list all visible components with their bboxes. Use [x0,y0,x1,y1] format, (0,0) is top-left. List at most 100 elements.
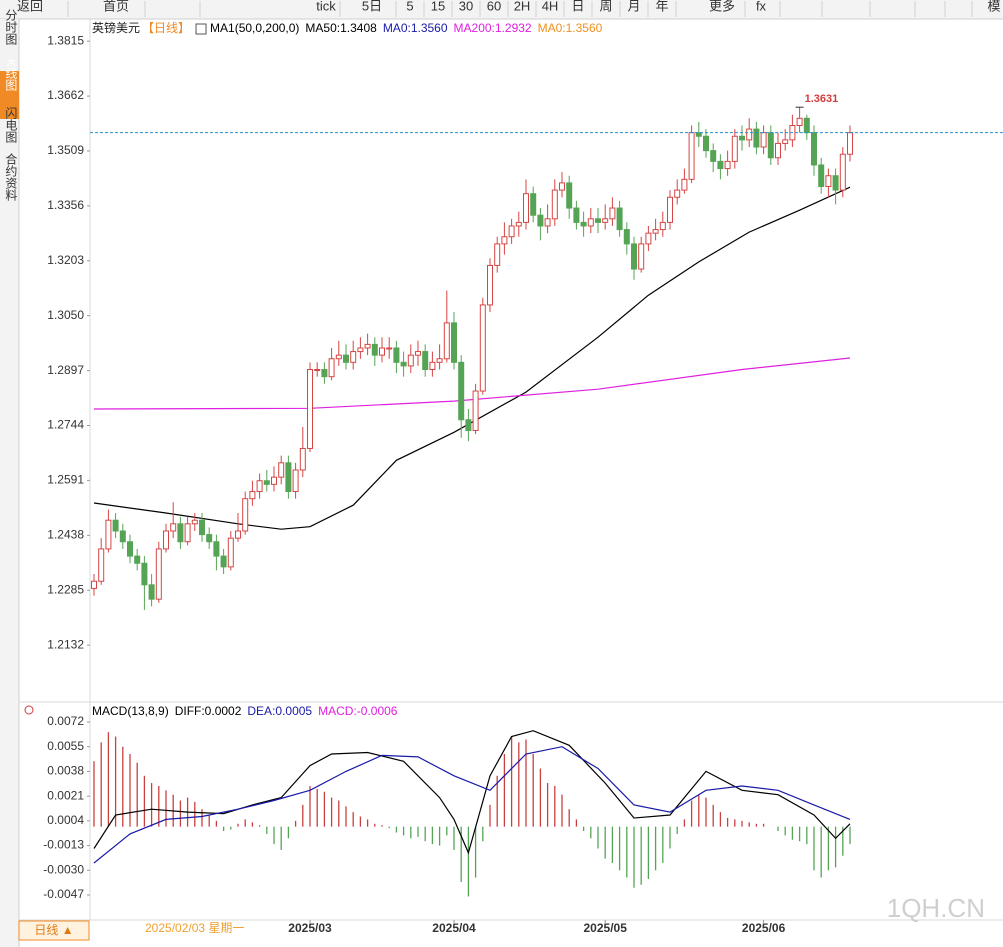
candle-body [566,182,573,209]
candle-body [415,351,421,356]
candle-body [371,343,378,356]
candle-body [623,229,630,245]
sidebar-tab[interactable]: 分时图 [4,9,18,45]
candle-body [472,390,479,432]
y-tick-label: 1.3050 [47,308,84,322]
toolbar-button[interactable]: fx [756,0,767,13]
toolbar-button[interactable]: 模 [987,0,1000,13]
toolbar-button[interactable]: 15 [431,0,445,13]
legend-entry: DEA:0.0005 [247,704,312,718]
settings-icon[interactable] [24,705,34,715]
candle-body [760,132,767,148]
candle-body [631,243,637,270]
toolbar-button[interactable]: 年 [655,0,668,13]
candle-body [407,354,414,367]
candle-body [321,369,328,378]
y-tick-label: 1.2132 [47,637,84,651]
y-tick-label: 1.2438 [47,527,84,541]
high-label: 1.3631 [805,93,839,105]
candle-body [825,175,832,188]
candle-body [638,243,645,270]
candle-body [335,354,342,360]
candle-body [429,361,436,371]
candle-body [278,462,285,478]
y-tick-label: 1.2285 [47,582,84,596]
candle-body [443,322,450,360]
candle-body [220,555,227,568]
toolbar-button[interactable]: 4H [542,0,559,13]
candle-body [559,182,565,191]
candle-body [609,207,616,220]
candle-body [839,153,846,191]
toolbar-button[interactable]: 60 [487,0,501,13]
toolbar-button[interactable]: 更多 [709,0,735,13]
candle-body [479,304,486,392]
candle-body [767,132,774,159]
active-tab [0,71,19,119]
candle-body [695,132,702,137]
legend-entry: DIFF:0.0002 [175,704,242,718]
period-label[interactable]: 日线 ▲ [34,923,73,937]
toolbar [0,0,1003,19]
candle-body [314,369,321,372]
toolbar-button[interactable]: 5日 [362,0,382,13]
candle-body [746,128,753,141]
candle-body [811,132,817,166]
candle-body [739,135,745,141]
candle-body [465,419,472,432]
toolbar-button[interactable]: 月 [627,0,640,13]
candle-body [818,164,825,188]
candle-body [580,221,587,227]
y-tick-label: -0.0013 [43,838,84,852]
toolbar-button[interactable]: tick [316,0,336,13]
toolbar-button[interactable]: 2H [514,0,531,13]
candle-body [458,361,465,421]
crosshair-date: 2025/02/03 星期一 [145,921,244,935]
candle-body [112,519,119,532]
candle-body [616,207,623,231]
candle-body [537,214,544,227]
toolbar-button[interactable]: 5 [406,0,413,13]
candle-body [163,530,169,550]
candle-body [285,462,292,493]
candle-body [803,117,810,134]
y-tick-label: 0.0072 [47,714,84,728]
candle-body [573,207,580,223]
y-tick-label: 1.3815 [47,33,84,47]
indicator-line [93,186,851,530]
candle-body [134,555,141,564]
macd-pane: 0.0072 0.0055 0.0038 0.0021 0.0004 -0.0013 -0.… [43,704,851,901]
y-tick-label: 1.2744 [47,418,84,432]
candle-body [832,175,839,191]
y-tick-label: 1.3356 [47,198,84,212]
y-tick-label: 1.3662 [47,88,84,102]
toolbar-button[interactable]: 周 [599,0,612,13]
candle-body [350,351,357,363]
candle-body [379,347,385,356]
candle-body [595,218,601,223]
y-tick-label: -0.0030 [43,862,84,876]
candle-body [271,476,277,485]
sidebar-tab[interactable]: 合约资料 [4,152,18,201]
toolbar-button[interactable]: 返回 [17,0,43,13]
toolbar-button[interactable]: 30 [459,0,473,13]
candle-body [674,189,681,198]
legend-entry: MA0:1.3560 [383,21,448,35]
candle-body [451,322,457,363]
toolbar-button[interactable]: 日 [571,0,584,13]
candle-body [400,361,407,367]
y-tick-label: -0.0047 [43,887,84,901]
candle-body [227,537,234,568]
sidebar-tab[interactable]: K线图 [4,59,18,91]
candle-body [544,218,551,227]
candle-body [659,221,666,231]
sidebar-tab[interactable]: 闪电图 [4,107,18,143]
candle-body [105,519,112,550]
period-button[interactable] [18,920,90,941]
toolbar-button[interactable]: 首页 [103,0,129,13]
candle-body [177,523,184,543]
candle-body [753,128,760,148]
